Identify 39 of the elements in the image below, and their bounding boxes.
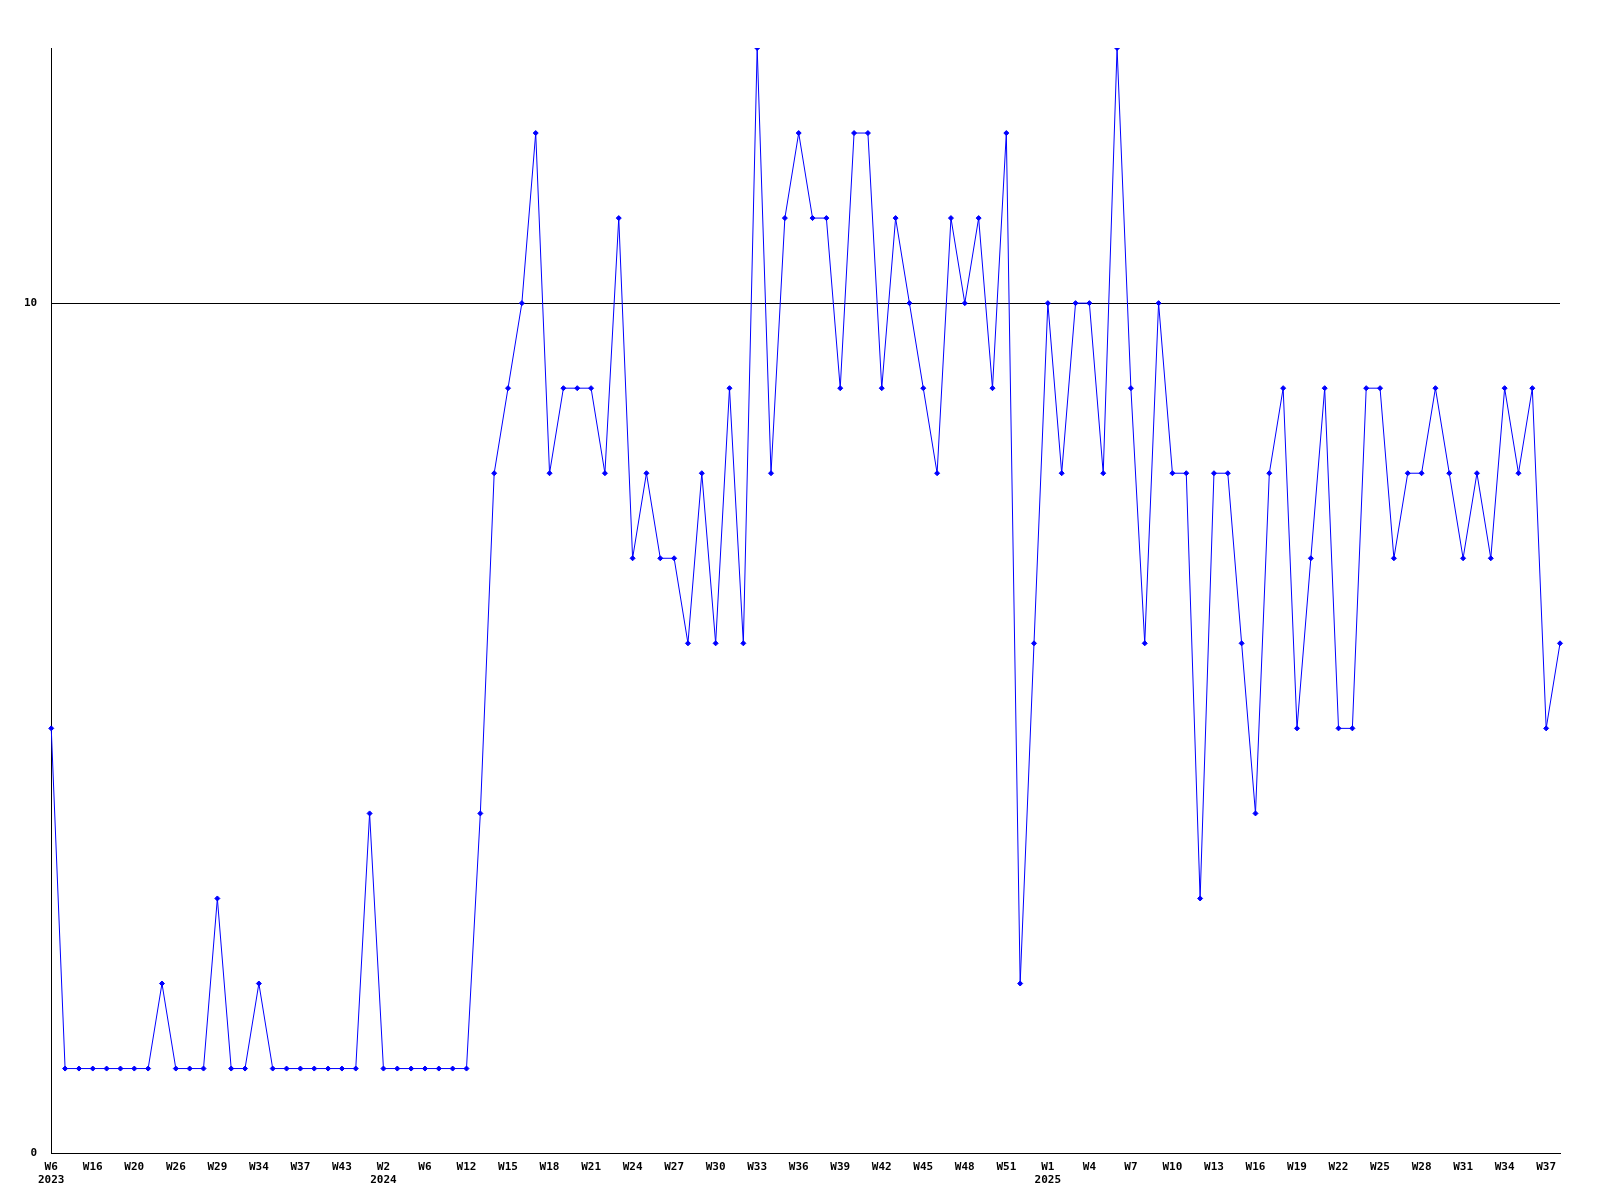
x-tick-label: W48 [954,1160,975,1174]
x-tick-label: W34 [248,1160,270,1174]
x-tick-label: W1 2025 [1034,1160,1062,1187]
x-tick-label: W13 [1204,1160,1224,1174]
x-tick-label: W7 [1124,1160,1138,1174]
x-tick-label: W2 2024 [370,1160,398,1187]
x-tick-label: W45 [913,1160,934,1174]
x-tick-label: W6 [418,1160,432,1174]
x-tick-label: W31 [1453,1160,1474,1174]
x-tick-label: W22 [1328,1160,1349,1174]
x-tick-label: W37 [1536,1160,1557,1174]
x-tick-label: W21 [581,1160,602,1174]
x-tick-label: W6 2023 [38,1160,65,1187]
x-tick-label: W51 [996,1160,1017,1174]
x-tick-label: W16 [1245,1160,1266,1174]
x-tick-label: W28 [1411,1160,1432,1174]
x-tick-label: W30 [705,1160,726,1174]
x-tick-label: W19 [1287,1160,1307,1174]
x-tick-label: W16 [82,1160,104,1174]
x-tick-label: W25 [1370,1160,1390,1174]
x-tick-label: W20 [124,1160,145,1174]
x-tick-label: W43 [331,1160,352,1174]
x-tick-label: W33 [747,1160,768,1174]
x-tick-label: W37 [290,1160,311,1174]
x-tick-label: W29 [207,1160,228,1174]
x-tick-label: W24 [622,1160,643,1174]
x-tick-label: W12 [456,1160,477,1174]
x-tick-label: W4 [1082,1160,1097,1174]
y-tick-label: 10 [24,296,38,309]
x-tick-label: W27 [664,1160,685,1174]
x-tick-label: W39 [830,1160,851,1174]
x-tick-label: W36 [788,1160,810,1174]
x-tick-label: W42 [871,1160,892,1174]
x-tick-label: W15 [498,1160,518,1174]
y-tick-label: 0 [30,1146,38,1160]
x-tick-label: W34 [1494,1160,1515,1174]
x-tick-label: W18 [539,1160,560,1174]
x-tick-label: W10 [1162,1160,1183,1174]
x-tick-label: W26 [165,1160,187,1174]
